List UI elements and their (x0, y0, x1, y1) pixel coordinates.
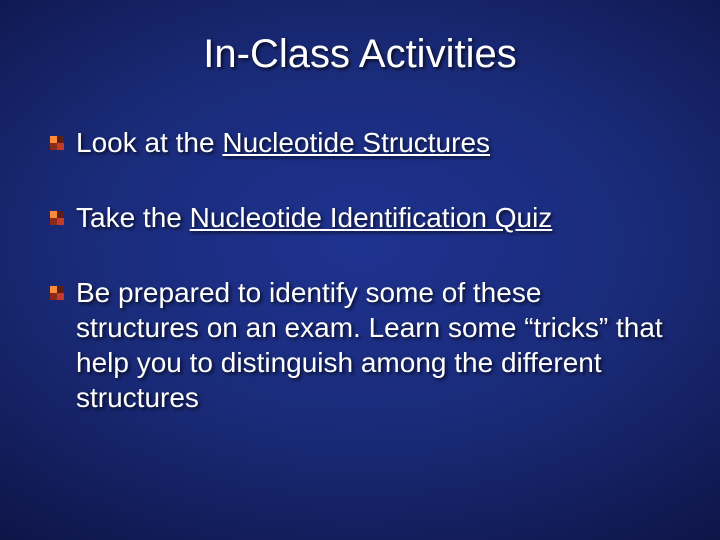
bullet-link[interactable]: Nucleotide Structures (222, 127, 490, 158)
slide-title: In-Class Activities (50, 32, 670, 77)
bullet-square-icon (50, 211, 64, 225)
bullet-square-icon (50, 136, 64, 150)
bullet-prefix: Be prepared to identify some of these st… (76, 277, 663, 413)
bullet-item: Be prepared to identify some of these st… (50, 275, 670, 415)
bullet-link[interactable]: Nucleotide Identification Quiz (190, 202, 553, 233)
bullet-item: Take the Nucleotide Identification Quiz (50, 200, 670, 235)
bullet-text: Look at the Nucleotide Structures (76, 125, 670, 160)
bullet-square-icon (50, 286, 64, 300)
bullet-list: Look at the Nucleotide Structures Take t… (50, 125, 670, 415)
bullet-text: Be prepared to identify some of these st… (76, 275, 670, 415)
bullet-prefix: Take the (76, 202, 190, 233)
slide: In-Class Activities Look at the Nucleoti… (0, 0, 720, 540)
bullet-prefix: Look at the (76, 127, 222, 158)
bullet-item: Look at the Nucleotide Structures (50, 125, 670, 160)
bullet-text: Take the Nucleotide Identification Quiz (76, 200, 670, 235)
